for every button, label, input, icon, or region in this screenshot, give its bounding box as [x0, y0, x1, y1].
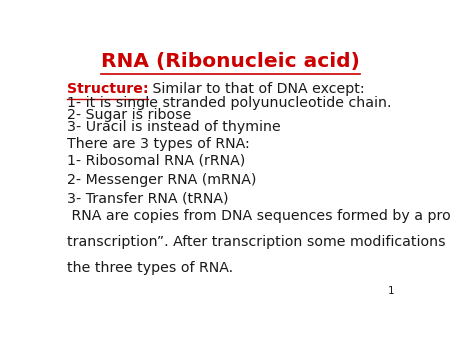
Text: 1- Ribosomal RNA (rRNA): 1- Ribosomal RNA (rRNA) — [67, 154, 245, 168]
Text: the three types of RNA.: the three types of RNA. — [67, 261, 233, 275]
Text: RNA (Ribonucleic acid): RNA (Ribonucleic acid) — [101, 52, 360, 71]
Text: Structure:: Structure: — [67, 82, 148, 96]
Text: transcription”. After transcription some modifications occur to obtain: transcription”. After transcription some… — [67, 235, 450, 249]
Text: 3- Transfer RNA (tRNA): 3- Transfer RNA (tRNA) — [67, 191, 228, 205]
Text: 3- Uracil is instead of thymine: 3- Uracil is instead of thymine — [67, 120, 280, 134]
Text: 1: 1 — [388, 286, 395, 296]
Text: 2- Sugar is ribose: 2- Sugar is ribose — [67, 108, 191, 122]
Text: RNA are copies from DNA sequences formed by a process called “: RNA are copies from DNA sequences formed… — [67, 209, 450, 223]
Text: 1- it is single stranded polyunucleotide chain.: 1- it is single stranded polyunucleotide… — [67, 96, 391, 110]
Text: Similar to that of DNA except:: Similar to that of DNA except: — [148, 82, 365, 96]
Text: There are 3 types of RNA:: There are 3 types of RNA: — [67, 137, 249, 151]
Text: 2- Messenger RNA (mRNA): 2- Messenger RNA (mRNA) — [67, 172, 256, 187]
